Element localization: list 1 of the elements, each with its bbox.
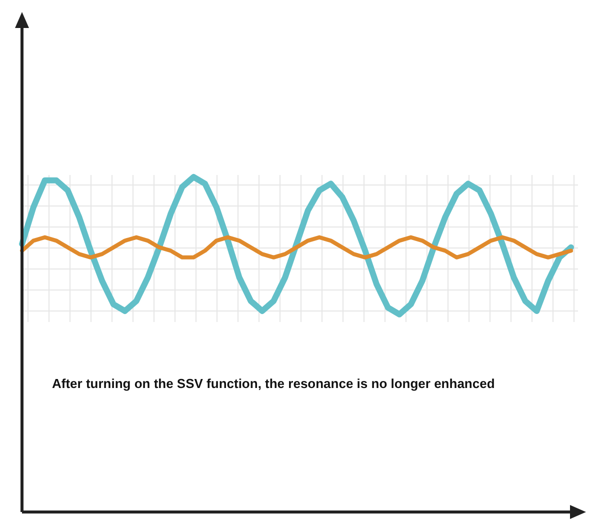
annotation: After turning on the SSV function, the resonance is no longer enhanced	[52, 376, 495, 391]
